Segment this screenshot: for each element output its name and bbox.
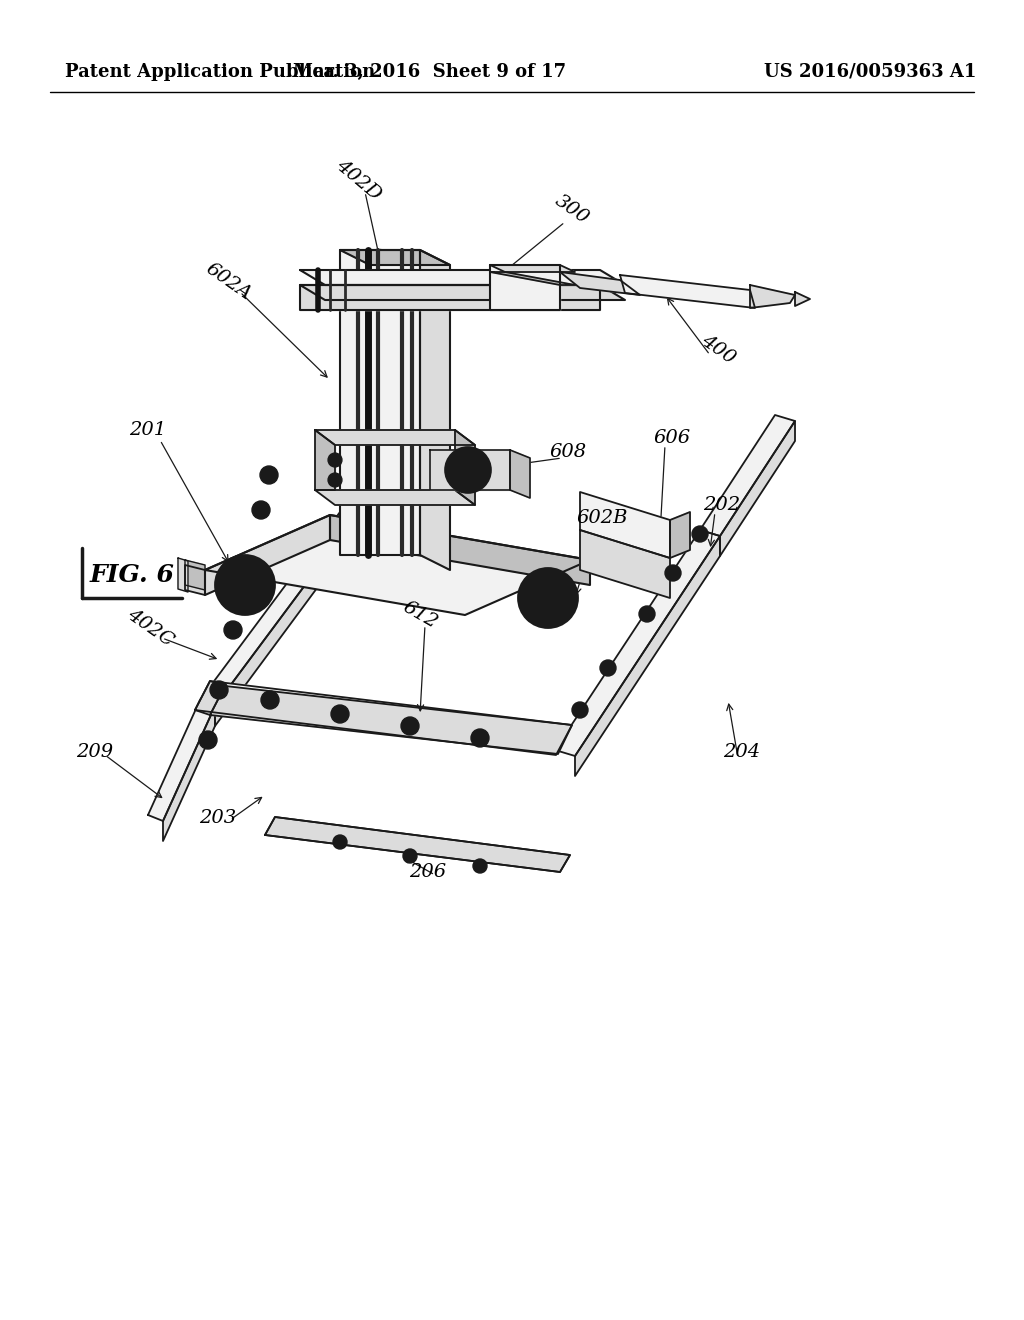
Polygon shape <box>148 700 215 821</box>
Text: US 2016/0059363 A1: US 2016/0059363 A1 <box>764 63 976 81</box>
Polygon shape <box>315 490 475 506</box>
Circle shape <box>225 565 265 605</box>
Text: Patent Application Publication: Patent Application Publication <box>65 63 375 81</box>
Polygon shape <box>490 265 575 272</box>
Text: 612: 612 <box>399 598 440 632</box>
Polygon shape <box>215 424 425 726</box>
Polygon shape <box>185 565 205 595</box>
Polygon shape <box>315 430 475 445</box>
Polygon shape <box>163 706 215 841</box>
Circle shape <box>518 568 578 628</box>
Circle shape <box>454 455 482 484</box>
Polygon shape <box>340 249 420 554</box>
Circle shape <box>199 731 217 748</box>
Polygon shape <box>575 536 720 776</box>
Circle shape <box>333 836 347 849</box>
Circle shape <box>252 502 270 519</box>
Text: 608: 608 <box>550 444 587 461</box>
Circle shape <box>215 554 275 615</box>
Text: FIG. 6: FIG. 6 <box>90 564 175 587</box>
Circle shape <box>237 576 253 591</box>
Text: 300: 300 <box>552 191 592 228</box>
Circle shape <box>540 587 556 605</box>
Polygon shape <box>555 531 720 756</box>
Polygon shape <box>340 249 450 265</box>
Text: 602B: 602B <box>577 510 628 527</box>
Text: 202: 202 <box>703 496 740 513</box>
Polygon shape <box>510 450 530 498</box>
Polygon shape <box>455 430 475 506</box>
Circle shape <box>445 447 490 492</box>
Circle shape <box>401 717 419 735</box>
Text: 204: 204 <box>723 743 761 762</box>
Circle shape <box>639 606 655 622</box>
Polygon shape <box>185 560 205 590</box>
Text: 203: 203 <box>200 809 237 828</box>
Circle shape <box>692 525 708 543</box>
Polygon shape <box>178 558 188 591</box>
Circle shape <box>224 620 242 639</box>
Circle shape <box>248 593 262 607</box>
Circle shape <box>260 466 278 484</box>
Polygon shape <box>430 450 510 490</box>
Circle shape <box>572 702 588 718</box>
Polygon shape <box>205 515 330 595</box>
Circle shape <box>239 556 257 574</box>
Polygon shape <box>265 817 570 873</box>
Polygon shape <box>580 531 670 598</box>
Circle shape <box>473 859 487 873</box>
Polygon shape <box>795 292 810 306</box>
Polygon shape <box>420 249 450 570</box>
Polygon shape <box>315 430 335 490</box>
Polygon shape <box>750 285 795 308</box>
Polygon shape <box>300 271 625 285</box>
Text: Mar. 3, 2016  Sheet 9 of 17: Mar. 3, 2016 Sheet 9 of 17 <box>294 63 566 81</box>
Circle shape <box>449 453 462 467</box>
Text: 400: 400 <box>697 333 738 368</box>
Polygon shape <box>580 492 670 558</box>
Text: 402C: 402C <box>124 606 176 651</box>
Polygon shape <box>560 272 640 294</box>
Text: 206: 206 <box>410 863 446 880</box>
Text: 602A: 602A <box>202 260 254 304</box>
Polygon shape <box>700 414 795 536</box>
Text: 402D: 402D <box>332 156 384 203</box>
Polygon shape <box>620 275 755 308</box>
Circle shape <box>528 578 568 618</box>
Polygon shape <box>720 421 795 556</box>
Text: 209: 209 <box>77 743 114 762</box>
Polygon shape <box>300 285 625 300</box>
Text: 201: 201 <box>129 421 167 440</box>
Circle shape <box>331 705 349 723</box>
Polygon shape <box>490 265 560 310</box>
Circle shape <box>600 660 616 676</box>
Polygon shape <box>490 272 575 285</box>
Circle shape <box>665 565 681 581</box>
Circle shape <box>471 729 489 747</box>
Polygon shape <box>300 285 600 310</box>
Polygon shape <box>210 686 572 754</box>
Circle shape <box>461 463 475 477</box>
Circle shape <box>210 681 228 700</box>
Polygon shape <box>330 515 590 585</box>
Text: 606: 606 <box>653 429 690 447</box>
Circle shape <box>403 849 417 863</box>
Circle shape <box>328 473 342 487</box>
Polygon shape <box>195 681 225 715</box>
Polygon shape <box>265 817 570 873</box>
Polygon shape <box>205 515 590 615</box>
Polygon shape <box>670 512 690 558</box>
Circle shape <box>328 453 342 467</box>
Circle shape <box>261 690 279 709</box>
Polygon shape <box>200 418 425 706</box>
Polygon shape <box>195 681 572 755</box>
